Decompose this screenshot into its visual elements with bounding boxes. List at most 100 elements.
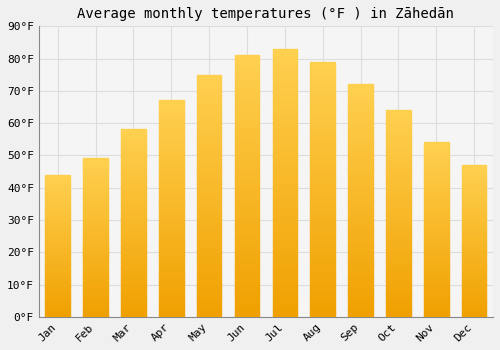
Bar: [386, 172, 410, 175]
Bar: [310, 122, 335, 126]
Bar: [424, 197, 448, 199]
Bar: [121, 286, 146, 289]
Bar: [462, 252, 486, 254]
Bar: [197, 265, 222, 268]
Bar: [234, 98, 260, 101]
Bar: [310, 199, 335, 202]
Bar: [348, 296, 373, 299]
Bar: [159, 179, 184, 182]
Bar: [462, 184, 486, 186]
Bar: [46, 217, 70, 219]
Bar: [121, 136, 146, 139]
Bar: [424, 221, 448, 223]
Bar: [84, 194, 108, 196]
Bar: [159, 219, 184, 222]
Bar: [197, 147, 222, 150]
Bar: [272, 310, 297, 314]
Bar: [159, 284, 184, 287]
Bar: [310, 151, 335, 154]
Bar: [234, 163, 260, 167]
Bar: [234, 307, 260, 310]
Bar: [46, 191, 70, 192]
Bar: [272, 109, 297, 112]
Bar: [462, 258, 486, 260]
Bar: [121, 242, 146, 244]
Bar: [386, 169, 410, 172]
Bar: [310, 154, 335, 158]
Bar: [84, 257, 108, 259]
Bar: [159, 162, 184, 166]
Bar: [462, 214, 486, 216]
Bar: [197, 229, 222, 232]
Bar: [348, 96, 373, 99]
Bar: [310, 215, 335, 218]
Bar: [272, 189, 297, 193]
Bar: [84, 208, 108, 210]
Bar: [348, 195, 373, 198]
Bar: [159, 244, 184, 246]
Bar: [234, 186, 260, 189]
Bar: [386, 299, 410, 301]
Bar: [234, 278, 260, 281]
Bar: [272, 300, 297, 303]
Bar: [348, 279, 373, 282]
Bar: [84, 168, 108, 170]
Bar: [386, 149, 410, 152]
Bar: [46, 285, 70, 287]
Bar: [348, 235, 373, 238]
Bar: [462, 286, 486, 288]
Bar: [234, 58, 260, 62]
Bar: [348, 311, 373, 314]
Bar: [234, 290, 260, 294]
Bar: [310, 106, 335, 110]
Bar: [197, 196, 222, 199]
Bar: [424, 219, 448, 221]
Bar: [310, 259, 335, 262]
Bar: [84, 222, 108, 224]
Bar: [121, 150, 146, 153]
Bar: [272, 219, 297, 223]
Bar: [121, 244, 146, 247]
Bar: [197, 253, 222, 256]
Bar: [159, 165, 184, 168]
Bar: [159, 173, 184, 176]
Bar: [310, 186, 335, 189]
Bar: [386, 205, 410, 208]
Bar: [121, 303, 146, 305]
Bar: [197, 310, 222, 314]
Bar: [234, 111, 260, 114]
Bar: [272, 206, 297, 210]
Bar: [234, 166, 260, 170]
Bar: [462, 239, 486, 241]
Bar: [159, 130, 184, 133]
Bar: [84, 253, 108, 256]
Bar: [272, 193, 297, 196]
Bar: [310, 310, 335, 314]
Bar: [84, 256, 108, 258]
Bar: [462, 248, 486, 251]
Bar: [424, 145, 448, 147]
Bar: [424, 234, 448, 236]
Bar: [462, 279, 486, 281]
Bar: [462, 273, 486, 275]
Bar: [272, 55, 297, 59]
Bar: [159, 195, 184, 198]
Bar: [159, 303, 184, 306]
Bar: [234, 179, 260, 183]
Bar: [348, 259, 373, 261]
Bar: [348, 302, 373, 305]
Bar: [462, 216, 486, 218]
Bar: [348, 172, 373, 174]
Bar: [234, 120, 260, 124]
Bar: [159, 122, 184, 125]
Bar: [424, 312, 448, 315]
Bar: [159, 206, 184, 209]
Bar: [386, 247, 410, 250]
Bar: [386, 242, 410, 245]
Bar: [234, 222, 260, 225]
Bar: [272, 173, 297, 176]
Bar: [272, 136, 297, 139]
Bar: [121, 314, 146, 317]
Bar: [197, 141, 222, 144]
Bar: [84, 285, 108, 287]
